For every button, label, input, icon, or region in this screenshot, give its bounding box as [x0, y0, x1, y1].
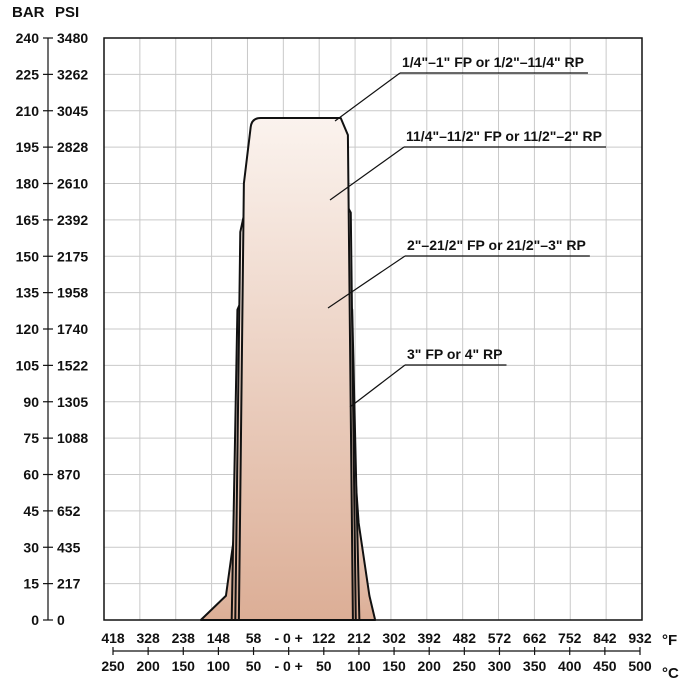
- x-tick-label-c: 500: [628, 658, 652, 674]
- y-tick-label-bar: 60: [23, 467, 39, 483]
- y-tick-label-bar: 15: [23, 576, 39, 592]
- y-tick-label-psi: 1088: [57, 430, 88, 446]
- y-tick-label-psi: 1740: [57, 321, 88, 337]
- x-tick-label-c: 50: [316, 658, 332, 674]
- y-axis-bar-label: BAR: [12, 4, 45, 21]
- x-tick-label-f: 58: [246, 630, 262, 646]
- x-tick-label-c: 400: [558, 658, 582, 674]
- y-tick-label-psi: 3480: [57, 30, 88, 46]
- x-tick-label-c: 250: [453, 658, 477, 674]
- x-tick-label-f: 122: [312, 630, 336, 646]
- x-tick-label-f: 148: [207, 630, 231, 646]
- x-tick-label-f: 418: [101, 630, 125, 646]
- x-tick-label-f: 482: [453, 630, 477, 646]
- annotation-label: 11/4"–11/2" FP or 11/2"–2" RP: [406, 128, 602, 144]
- y-tick-label-psi: 3262: [57, 66, 88, 82]
- x-tick-label-c: 100: [347, 658, 371, 674]
- annotation-leader: [349, 364, 406, 408]
- x-tick-label-f: 212: [347, 630, 371, 646]
- y-tick-label-psi: 2392: [57, 212, 88, 228]
- y-tick-label-psi: 1958: [57, 285, 88, 301]
- y-axis-bar: BAR 240225210195180165150135120105907560…: [12, 4, 53, 628]
- y-tick-label-bar: 180: [16, 176, 40, 192]
- x-axis-celsius: °C 250 200 150 100 50 - 0 + 50 100 150 200 250 300 3…: [101, 658, 679, 682]
- x-tick-label-f: 752: [558, 630, 582, 646]
- x-tick-label-f: 572: [488, 630, 512, 646]
- annotation-leader: [327, 255, 406, 309]
- x-tick-label-c: 150: [382, 658, 406, 674]
- x-tick-label-f: 842: [593, 630, 617, 646]
- y-tick-label-bar: 150: [16, 248, 40, 264]
- y-tick-label-bar: 0: [31, 612, 39, 628]
- pressure-temperature-areas: [199, 117, 377, 621]
- y-tick-label-psi: 870: [57, 467, 81, 483]
- y-tick-label-psi: 217: [57, 576, 81, 592]
- x-tick-label-c: 150: [172, 658, 196, 674]
- y-tick-label-psi: 0: [57, 612, 65, 628]
- x-tick-label-f: 238: [172, 630, 196, 646]
- annotation-label: 1/4"–1" FP or 1/2"–11/4" RP: [402, 54, 584, 70]
- x-tick-label-c: - 0 +: [274, 658, 302, 674]
- x-tick-label-c: 100: [207, 658, 231, 674]
- x-tick-label-f: 662: [523, 630, 547, 646]
- y-tick-label-bar: 135: [16, 285, 40, 301]
- x-tick-label-f: 932: [628, 630, 652, 646]
- x-tick-label-c: 300: [488, 658, 512, 674]
- y-tick-label-psi: 2610: [57, 176, 88, 192]
- y-tick-label-bar: 75: [23, 430, 39, 446]
- y-tick-label-bar: 240: [16, 30, 40, 46]
- grid-lines: [104, 38, 642, 620]
- x-tick-label-f: 392: [418, 630, 442, 646]
- x-tick-label-c: 50: [246, 658, 262, 674]
- annotation-leader: [334, 72, 401, 122]
- y-tick-label-bar: 225: [16, 66, 40, 82]
- x-tick-label-f: 302: [382, 630, 406, 646]
- y-tick-label-psi: 1305: [57, 394, 88, 410]
- annotation-leader: [329, 146, 405, 201]
- x-tick-label-c: 450: [593, 658, 617, 674]
- x-tick-label-c: 350: [523, 658, 547, 674]
- y-tick-label-psi: 435: [57, 539, 81, 555]
- y-tick-label-psi: 2828: [57, 139, 88, 155]
- x-tick-label-c: 200: [136, 658, 160, 674]
- x-axis-fahrenheit: °F 418 328 238 148 58 - 0 + 122 212 302 392 482 572…: [101, 630, 677, 655]
- series-area: [237, 117, 354, 621]
- x-tick-label-f: - 0 +: [274, 630, 302, 646]
- y-tick-label-bar: 120: [16, 321, 40, 337]
- y-axis-psi-label: PSI: [55, 4, 79, 21]
- x-axis-f-unit: °F: [662, 632, 677, 649]
- y-tick-label-psi: 1522: [57, 357, 88, 373]
- y-tick-label-bar: 105: [16, 357, 40, 373]
- x-tick-label-f: 328: [136, 630, 160, 646]
- y-tick-label-bar: 165: [16, 212, 40, 228]
- x-tick-label-c: 250: [101, 658, 125, 674]
- y-tick-label-bar: 90: [23, 394, 39, 410]
- y-tick-label-bar: 210: [16, 103, 40, 119]
- y-tick-label-psi: 652: [57, 503, 81, 519]
- x-tick-label-c: 200: [418, 658, 442, 674]
- y-tick-label-bar: 45: [23, 503, 39, 519]
- y-tick-label-psi: 3045: [57, 103, 88, 119]
- annotation-label: 3" FP or 4" RP: [407, 346, 503, 362]
- annotation-label: 2"–21/2" FP or 21/2"–3" RP: [407, 237, 586, 253]
- y-tick-label-bar: 195: [16, 139, 40, 155]
- x-axis-c-unit: °C: [662, 665, 679, 682]
- y-tick-label-bar: 30: [23, 539, 39, 555]
- annotations: 1/4"–1" FP or 1/2"–11/4" RP 11/4"–11/2" F…: [327, 54, 606, 408]
- y-axis-psi: PSI 3480 3262 3045 2828 2610 2392 2175 1958 1740…: [55, 4, 88, 628]
- y-tick-label-psi: 2175: [57, 248, 88, 264]
